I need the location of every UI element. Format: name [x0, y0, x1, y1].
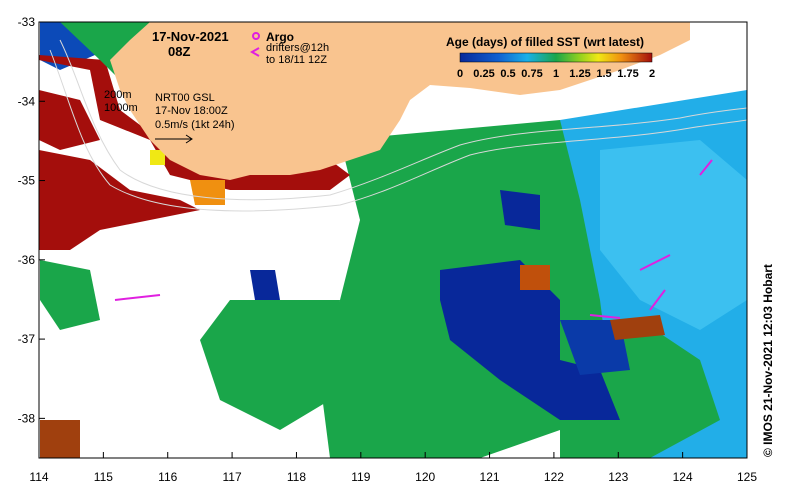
colorbar-tick-label: 0.25: [473, 68, 494, 80]
legend-drifters-line2: to 18/11 12Z: [266, 54, 327, 66]
x-tick-label: 117: [223, 470, 242, 484]
age-zero-patch-2: [500, 190, 540, 230]
isobath-label-1000m: 1000m: [104, 102, 138, 114]
colorbar-tick-label: 1: [553, 68, 559, 80]
y-tick-label: -37: [18, 332, 36, 346]
map-time: 08Z: [168, 44, 190, 59]
age-one-day-sw: [40, 260, 100, 330]
colorbar-tick-label: 2: [649, 68, 655, 80]
credit-text: © IMOS 21-Nov-2021 12:03 Hobart: [761, 264, 775, 457]
age-zero-patch-3: [250, 270, 280, 300]
colorbar-tick-label: 1.75: [617, 68, 638, 80]
x-tick-label: 116: [158, 470, 177, 484]
x-tick-label: 124: [673, 470, 693, 484]
drifter-track-4: [699, 159, 713, 176]
age-zero-patch-1: [440, 260, 620, 420]
isobath-1000m: [49, 49, 747, 212]
drifter-track-5: [589, 314, 621, 319]
isobath-label-200m: 200m: [104, 89, 132, 101]
age-one-day-west: [200, 300, 340, 430]
credit-block: © IMOS 21-Nov-2021 12:03 Hobart: [761, 264, 775, 457]
current-time: 17-Nov 18:00Z: [155, 105, 228, 117]
drifter-track-1: [639, 254, 671, 271]
age-rust-patch-sw: [40, 420, 80, 458]
colorbar-tick-label: 1.5: [596, 68, 611, 80]
x-tick-label: 120: [415, 470, 435, 484]
y-tick-label: -35: [18, 174, 36, 188]
x-axis: 114 115 116 117 118 119 120 121 122 123 124 125: [29, 452, 757, 484]
x-tick-label: 115: [94, 470, 113, 484]
x-tick-label: 118: [287, 470, 306, 484]
age-rust-patch: [520, 265, 550, 290]
y-tick-label: -36: [18, 253, 36, 267]
age-zero-patch-4: [560, 320, 630, 375]
y-tick-label: -33: [18, 15, 36, 29]
age-orange-patch: [190, 180, 225, 205]
scale-arrow-icon: [155, 134, 193, 144]
drifter-track-3: [114, 294, 161, 301]
map-date: 17-Nov-2021: [152, 29, 229, 44]
colorbar: [459, 52, 653, 63]
y-tick-label: -38: [18, 411, 36, 425]
plot-frame: [38, 21, 748, 459]
colorbar-tick-label: 0.5: [500, 68, 515, 80]
age-rust-patch-2: [610, 315, 665, 340]
colorbar-title: Age (days) of filled SST (wrt latest): [446, 35, 644, 49]
drifter-track-2: [649, 289, 666, 311]
map-field: [39, 22, 747, 458]
recent-sst-east-2: [600, 140, 747, 330]
scale-label: 0.5m/s (1kt 24h): [155, 119, 234, 131]
age-two-days-west: [39, 150, 200, 250]
colorbar-tick-label: 0: [457, 68, 463, 80]
y-axis: -33 -34 -35 -36 -37 -38: [18, 15, 45, 425]
x-tick-label: 125: [737, 470, 757, 484]
y-tick-label: -34: [18, 94, 36, 108]
x-tick-label: 114: [29, 470, 48, 484]
x-tick-label: 122: [544, 470, 564, 484]
drifter-icon: [249, 47, 260, 57]
current-source: NRT00 GSL: [155, 92, 215, 104]
x-tick-label: 123: [608, 470, 628, 484]
isobath-200m: [59, 39, 747, 201]
argo-icon: [252, 32, 260, 40]
colorbar-tick-label: 1.25: [569, 68, 590, 80]
age-two-days-west-2: [39, 90, 100, 150]
x-tick-label: 121: [480, 470, 500, 484]
colorbar-ticks: 0 0.25 0.5 0.75 1 1.25 1.5 1.75 2: [457, 68, 655, 80]
age-yellow-patch: [150, 150, 165, 165]
legend-drifters-line1: drifters@12h: [266, 42, 329, 54]
x-tick-label: 119: [351, 470, 370, 484]
legend-argo: Argo: [266, 30, 294, 44]
colorbar-tick-label: 0.75: [521, 68, 542, 80]
